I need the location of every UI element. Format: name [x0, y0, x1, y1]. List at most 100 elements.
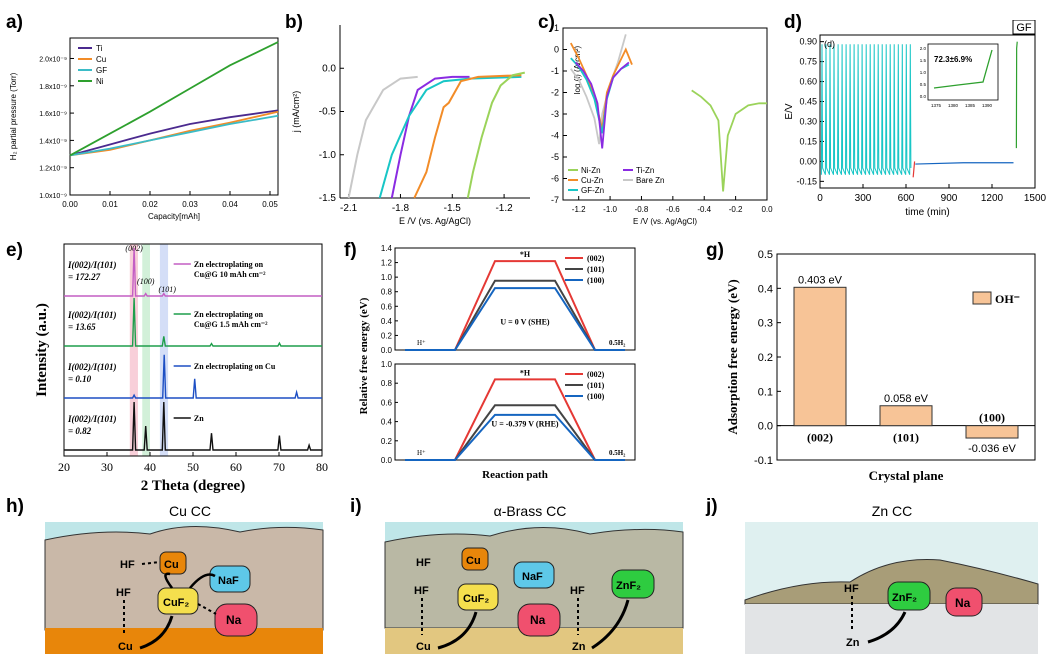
x-tick-label: 80 [316, 460, 328, 474]
panel-label-e: e) [6, 240, 23, 261]
schematic-i-title: α-Brass CC [494, 503, 567, 519]
arrow-cu-to-cuf2 [437, 611, 478, 650]
znf2-blob [887, 581, 931, 611]
inset-y-tick-label: 1.0 [920, 70, 927, 75]
y-tick-label: -0.1 [754, 455, 773, 467]
inset-y-tick-label: 2.0 [920, 46, 927, 51]
bar-(100) [965, 425, 1019, 439]
ratio-label: I(002)/I(101) [67, 260, 117, 270]
y-tick-label: 0.75 [799, 57, 817, 67]
arrow-zn-to-znf2 [867, 611, 907, 644]
inset-annotation: 72.3±6.9% [934, 55, 972, 64]
panel-label-a: a) [6, 12, 23, 33]
state-label-h: H⁺ [417, 449, 426, 457]
x-tick-label: 0.00 [62, 200, 78, 209]
bar-value-label: 0.058 eV [884, 393, 929, 405]
naf-blob [209, 565, 251, 593]
gf-label-box [1012, 20, 1036, 35]
na-blob [214, 603, 258, 637]
y-tick-label: 0.0 [381, 456, 393, 465]
band-101 [159, 244, 169, 456]
x-tick-label: 0.05 [262, 200, 278, 209]
bar-(002) [793, 286, 847, 427]
legend-label: Bare Zn [636, 176, 664, 185]
y-axis-label: Adsorption free energy (eV) [725, 279, 740, 434]
y-tick-label: 0.6 [381, 398, 393, 407]
xrd-pattern-2 [64, 354, 322, 399]
y-tick-label: -1 [551, 66, 559, 76]
legend-label: Ti [96, 44, 103, 53]
x-tick-label: -2.1 [340, 203, 358, 214]
ratio-label: I(002)/I(101) [67, 362, 117, 372]
inset-x-tick-label: 1380 [948, 103, 959, 108]
y-tick-label: 2.0x10⁻⁹ [39, 56, 67, 63]
inner-label: (d) [824, 39, 835, 49]
label-hf-1: HF [416, 557, 431, 569]
copper-substrate [45, 628, 323, 654]
label-cuf2: CuF₂ [163, 597, 189, 609]
x-tick-label: 40 [144, 460, 156, 474]
cu-blob [461, 547, 489, 571]
legend-label: Cu-Zn [581, 176, 603, 185]
y-axis-label: H₂ partial pressure (Torr) [9, 72, 18, 160]
state-label-h2: 0.5H₂ [609, 339, 625, 347]
inset-x-tick-label: 1385 [965, 103, 976, 108]
series-line-orange [413, 74, 522, 199]
label-cuf2: CuF₂ [463, 593, 489, 605]
y-tick-label: -7 [551, 195, 559, 205]
bar-value-label: 0.403 eV [798, 274, 843, 286]
legend-label: Zn [194, 414, 204, 423]
legend-label: Zn electroplating on [194, 260, 264, 269]
chart-b-lsv: -2.1 -1.8 -1.5 -1.2 -1.5 -1.0 -0.5 0.0 E /V (vs.… [291, 25, 530, 226]
xrd-pattern-1 [64, 297, 322, 347]
label-na: Na [955, 596, 971, 610]
x-tick-label: -0.2 [729, 205, 743, 214]
cuf2-blob [457, 583, 499, 611]
arrow-cu-to-cuf2 [139, 615, 174, 650]
legend-label: (100) [587, 276, 605, 285]
panel-label-b: b) [285, 12, 303, 33]
series-line-red [912, 161, 916, 178]
top-panel-path-(100) [405, 287, 625, 351]
inset-y-tick-label: 0.5 [920, 82, 927, 87]
label-hf: HF [844, 583, 859, 595]
y-tick-label: 1.2x10⁻⁹ [39, 166, 67, 173]
label-na: Na [530, 613, 546, 627]
series-line-cycling [820, 44, 912, 175]
x-tick-label: 0.04 [222, 200, 238, 209]
ratio-label: I(002)/I(101) [67, 310, 117, 320]
x-tick-label: 0 [817, 193, 823, 204]
label-znf2: ZnF₂ [892, 592, 917, 604]
series-line-green [1015, 41, 1018, 149]
y-axis-label: Relative free energy (eV) [358, 297, 370, 414]
xrd-pattern-3 [64, 401, 322, 451]
x-tick-label: -1.2 [572, 205, 586, 214]
x-tick-label: -1.0 [603, 205, 617, 214]
legend-label: Cu@G 1.5 mAh cm⁻² [194, 320, 268, 329]
x-tick-label: -0.4 [697, 205, 711, 214]
y-tick-label: -5 [551, 152, 559, 162]
y-tick-label: -4 [551, 131, 559, 141]
sei-layer [44, 526, 324, 631]
legend-label: Cu [96, 55, 106, 64]
y-tick-label: 0.2 [758, 352, 773, 364]
condition-label: U = 0 V (SHE) [500, 318, 549, 327]
x-axis-label: E /V (vs. Ag/AgCl) [399, 216, 471, 226]
schematic-i-brass-cc: α-Brass CC HF Cu NaF HF CuF₂ Cu Na HF Zn… [384, 503, 684, 654]
series-line-lightgreen [466, 71, 526, 199]
x-tick-label: 0.02 [142, 200, 158, 209]
y-axis-label: j (mA/cm²) [291, 91, 301, 134]
panel-label-h: h) [6, 496, 24, 517]
y-tick-label: 0.0 [322, 63, 336, 74]
legend-label: Ni-Zn [581, 166, 601, 175]
naf-blob [513, 561, 555, 589]
bar-(101) [879, 405, 933, 427]
y-tick-label: 1.0x10⁻⁹ [39, 193, 67, 200]
label-znf2: ZnF₂ [616, 580, 641, 592]
inset-x-tick-label: 1390 [982, 103, 993, 108]
series-line-cyan [378, 75, 522, 199]
x-tick-label: 0.03 [182, 200, 198, 209]
inset-y-tick-label: 0.0 [920, 94, 927, 99]
bottom-panel-path-(100) [405, 413, 625, 461]
series-line-ni [69, 41, 279, 157]
